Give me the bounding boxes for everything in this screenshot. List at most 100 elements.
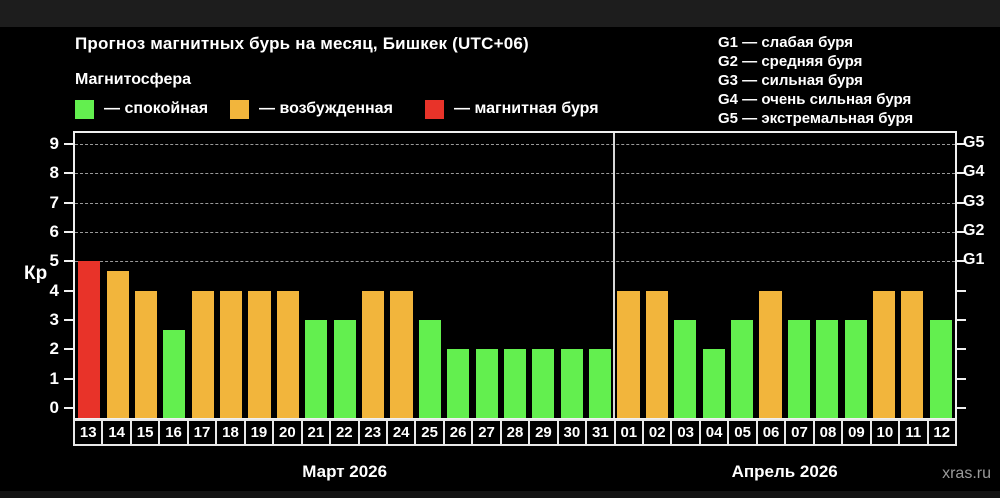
kp-bar-day-22 xyxy=(333,320,356,418)
kp-bar-day-25 xyxy=(418,320,441,418)
kp-axis-label: Кр xyxy=(24,263,48,284)
y-tick-left-8 xyxy=(64,172,73,175)
day-cell-11: 11 xyxy=(898,419,929,446)
kp-bar-day-24 xyxy=(390,290,413,418)
kp-bar-day-09 xyxy=(844,320,867,418)
gridline-kp-6 xyxy=(75,232,955,234)
y-tick-right-2 xyxy=(957,348,966,351)
storm-color-swatch xyxy=(425,99,444,119)
kp-bar-day-15 xyxy=(134,290,158,418)
quiet-color-swatch xyxy=(75,99,94,119)
y-tick-right-0 xyxy=(957,407,966,409)
kp-bar-day-23 xyxy=(361,290,385,418)
day-cell-13: 13 xyxy=(73,419,104,446)
day-cell-22: 22 xyxy=(329,419,360,446)
y-tick-label-4: 4 xyxy=(49,280,59,300)
g-axis-label-g4: G4 xyxy=(963,163,985,181)
kp-bar-day-16 xyxy=(163,329,186,418)
g5-legend-line: G5 — экстремальная буря xyxy=(718,110,914,127)
day-cell-04: 04 xyxy=(698,419,730,446)
y-tick-right-5 xyxy=(957,260,966,263)
day-axis: 13 14 15 16 17 18 19 20 21 22 23 24 25 26 27 28 29 30 31 01… xyxy=(73,419,957,446)
day-cell-09: 09 xyxy=(841,419,872,446)
day-cell-31: 31 xyxy=(585,419,616,446)
g-axis-label-g3: G3 xyxy=(963,192,985,210)
magnetosphere-label: Магнитосфера xyxy=(75,71,192,88)
g-axis-label-g5: G5 xyxy=(963,134,985,152)
day-cell-01: 01 xyxy=(613,419,645,446)
kp-bar-day-18 xyxy=(220,290,243,418)
day-cell-16: 16 xyxy=(158,419,189,446)
gridline-kp-5 xyxy=(75,261,955,263)
kp-bar-day-04 xyxy=(702,349,725,418)
y-tick-label-1: 1 xyxy=(49,368,59,388)
legend-item-storm: — магнитная буря xyxy=(425,99,599,119)
kp-bar-day-07 xyxy=(787,320,810,418)
g-axis-label-g2: G2 xyxy=(963,222,985,240)
day-cell-14: 14 xyxy=(101,419,132,446)
kp-bar-day-31 xyxy=(589,349,612,418)
y-tick-label-7: 7 xyxy=(49,192,59,212)
day-cell-12: 12 xyxy=(926,419,957,446)
day-cell-03: 03 xyxy=(670,419,701,446)
y-tick-label-2: 2 xyxy=(49,339,59,359)
kp-bar-day-14 xyxy=(106,271,129,418)
kp-bar-day-05 xyxy=(731,320,754,418)
y-tick-right-9 xyxy=(957,143,966,146)
gridline-kp-7 xyxy=(75,202,955,204)
g2-legend-line: G2 — средняя буря xyxy=(718,53,863,70)
kp-bar-day-06 xyxy=(759,290,782,418)
gridline-kp-9 xyxy=(75,144,955,146)
kp-bar-day-03 xyxy=(674,320,697,418)
g4-legend-line: G4 — очень сильная буря xyxy=(718,91,912,108)
plot-inner: 0 1 2 3 4 5 6 7 8 9 G1 G2 G3 G4 G5 xyxy=(50,133,984,418)
legend-label-quiet: — спокойная xyxy=(104,100,209,117)
y-tick-left-4 xyxy=(64,289,73,292)
y-tick-label-8: 8 xyxy=(49,163,59,183)
y-tick-left-0 xyxy=(64,407,73,409)
y-tick-left-3 xyxy=(64,319,73,321)
y-tick-label-9: 9 xyxy=(49,134,59,154)
gridline-kp-8 xyxy=(75,173,955,175)
g3-legend-line: G3 — сильная буря xyxy=(718,72,863,89)
day-cell-30: 30 xyxy=(556,419,588,446)
watermark: xras.ru xyxy=(942,465,991,482)
kp-bar-day-17 xyxy=(191,290,214,418)
kp-bar-day-19 xyxy=(248,290,271,418)
kp-bar-day-13 xyxy=(78,261,101,418)
bottom-border-band xyxy=(0,491,1000,498)
kp-bar-day-30 xyxy=(560,349,583,418)
kp-bar-day-11 xyxy=(901,290,924,418)
y-tick-right-7 xyxy=(957,201,966,204)
legend-label-excited: — возбужденная xyxy=(259,100,393,117)
y-tick-right-8 xyxy=(957,172,966,175)
y-tick-left-9 xyxy=(64,143,73,146)
y-tick-label-0: 0 xyxy=(49,398,59,417)
day-cell-02: 02 xyxy=(642,419,673,446)
day-cell-21: 21 xyxy=(300,419,332,446)
day-cell-07: 07 xyxy=(784,419,815,446)
y-tick-left-5 xyxy=(64,260,73,263)
legend-item-excited: — возбужденная xyxy=(230,99,393,119)
y-tick-left-1 xyxy=(64,377,73,380)
day-cell-24: 24 xyxy=(385,419,417,446)
day-cell-26: 26 xyxy=(442,419,474,446)
kp-bar-day-26 xyxy=(447,349,470,418)
g1-legend-line: G1 — слабая буря xyxy=(718,34,854,51)
kp-bar-day-10 xyxy=(872,290,896,418)
y-tick-left-2 xyxy=(64,348,73,351)
day-cell-29: 29 xyxy=(528,419,559,446)
y-tick-left-6 xyxy=(64,231,73,234)
y-tick-right-1 xyxy=(957,377,966,380)
g-axis-label-g1: G1 xyxy=(963,251,985,269)
day-cell-06: 06 xyxy=(755,419,787,446)
day-cell-08: 08 xyxy=(812,419,844,446)
day-cell-10: 10 xyxy=(869,419,901,446)
kp-bar-day-01 xyxy=(617,290,640,418)
legend-label-storm: — магнитная буря xyxy=(454,100,599,117)
day-cell-15: 15 xyxy=(129,419,161,446)
day-cell-20: 20 xyxy=(272,419,303,446)
legend-item-quiet: — спокойная xyxy=(75,99,208,119)
kp-bar-day-02 xyxy=(645,290,668,418)
